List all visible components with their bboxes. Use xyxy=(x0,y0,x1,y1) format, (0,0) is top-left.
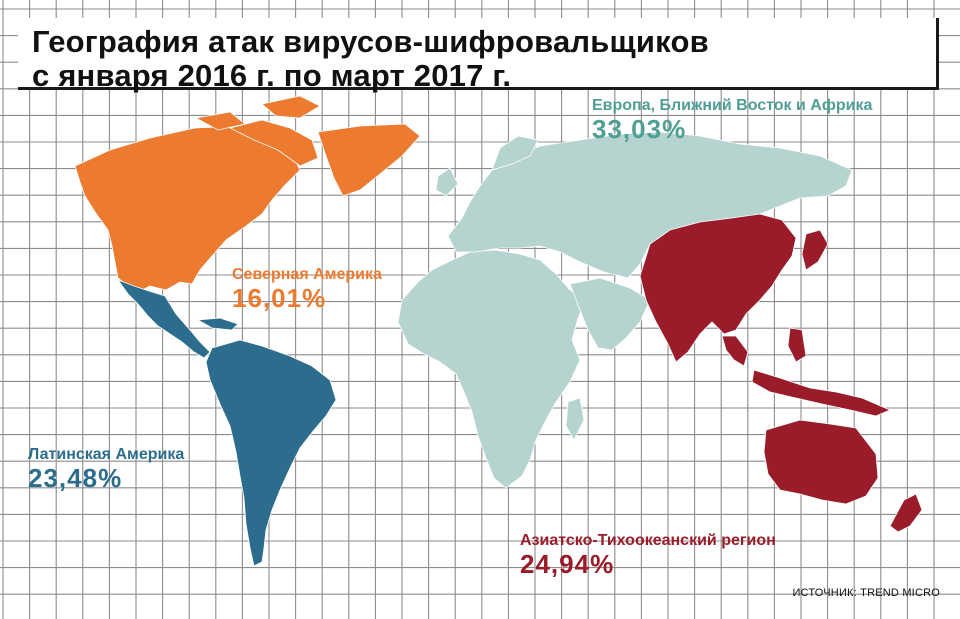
title-box: География атак вирусов-шифровальщиков с … xyxy=(18,18,939,93)
label-emea: Европа, Ближний Восток и Африка 33,03% xyxy=(592,97,872,142)
label-latin-america: Латинская Америка 23,48% xyxy=(28,446,184,491)
emea-name: Европа, Ближний Восток и Африка xyxy=(592,97,873,114)
label-asia-pacific: Азиатско-Тихоокеанский регион 24,94% xyxy=(520,532,776,577)
region-latin-america xyxy=(116,279,337,567)
latin-america-name: Латинская Америка xyxy=(28,446,185,463)
region-north-america xyxy=(74,95,421,293)
latin-america-value: 23,48% xyxy=(28,463,123,493)
region-emea xyxy=(397,131,853,489)
source-note: ИСТОЧНИК: TREND MICRO xyxy=(792,587,940,599)
page-subtitle: с января 2016 г. по март 2017 г. xyxy=(32,58,512,93)
north-america-value: 16,01% xyxy=(232,283,327,313)
north-america-name: Северная Америка xyxy=(232,266,382,283)
asia-pacific-value: 24,94% xyxy=(520,549,615,579)
label-north-america: Северная Америка 16,01% xyxy=(232,266,382,311)
region-asia-pacific xyxy=(639,213,923,533)
emea-value: 33,03% xyxy=(592,114,687,144)
page-title: География атак вирусов-шифровальщиков xyxy=(32,24,709,59)
asia-pacific-name: Азиатско-Тихоокеанский регион xyxy=(520,532,776,549)
